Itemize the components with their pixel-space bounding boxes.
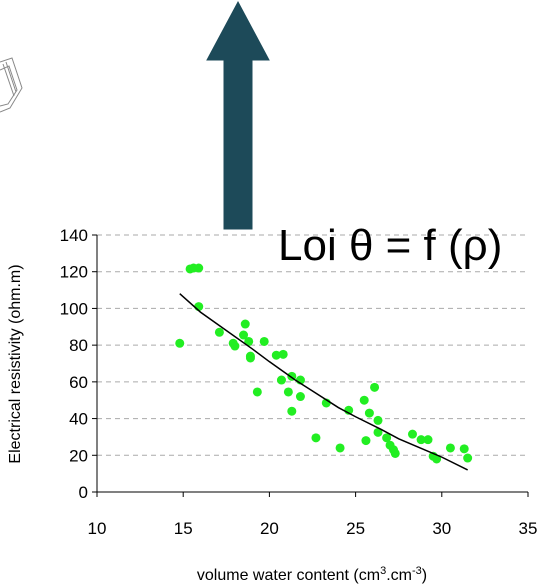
plot-area: 0 20 40 60 80 100 120 140 10 15 20 25 30 35 [60, 226, 538, 538]
data-point [416, 435, 426, 445]
data-point [359, 395, 369, 405]
y-tick-label: 20 [69, 446, 88, 465]
data-point [373, 427, 383, 437]
data-point [240, 319, 250, 329]
x-axis-label-part: -3 [412, 565, 422, 577]
x-axis-label-part: 3 [380, 565, 386, 577]
data-point [271, 350, 281, 360]
data-point [361, 436, 371, 446]
data-point [463, 453, 473, 463]
data-point [278, 349, 288, 359]
x-axis-label: volume water content (cm3.cm-3) [197, 565, 427, 584]
data-point [252, 387, 262, 397]
data-point [423, 435, 433, 445]
annotation: Loi θ = f (ρ) [278, 221, 502, 270]
data-point [370, 382, 380, 392]
data-point [407, 429, 417, 439]
data-point [276, 375, 286, 385]
y-tick-label: 80 [69, 336, 88, 355]
x-tick-label: 30 [432, 519, 451, 538]
y-tick-label: 0 [79, 483, 88, 502]
x-tick-label: 25 [346, 519, 365, 538]
data-point [194, 263, 204, 273]
data-point [335, 443, 345, 453]
data-point [390, 448, 400, 458]
x-axis-label-part: volume water content (cm [197, 567, 380, 584]
data-point [445, 443, 455, 453]
x-tick-label: 10 [88, 519, 107, 538]
x-tick-label: 20 [260, 519, 279, 538]
data-point [175, 338, 185, 348]
data-point [214, 327, 224, 337]
data-point [373, 415, 383, 425]
trend-line [179, 293, 468, 471]
data-point [295, 392, 305, 402]
data-point [283, 387, 293, 397]
y-axis-label: Electrical resistivity (ohm.m) [7, 264, 24, 463]
y-tick-label: 100 [60, 299, 88, 318]
y-tick-label: 140 [60, 226, 88, 245]
data-point [244, 336, 254, 346]
data-point [311, 433, 321, 443]
arrow [206, 0, 270, 230]
data-point [245, 353, 255, 363]
x-axis-label-part: ) [422, 567, 427, 584]
x-tick-label: 15 [174, 519, 193, 538]
x-tick-label: 35 [519, 519, 538, 538]
data-point [459, 444, 469, 454]
x-axis-label-part: .cm [386, 567, 412, 584]
y-tick-label: 40 [69, 410, 88, 429]
data-point [230, 341, 240, 351]
y-tick-label: 60 [69, 373, 88, 392]
data-point [432, 454, 442, 464]
sketch-fragment [0, 57, 23, 113]
data-point [239, 330, 249, 340]
data-point [259, 336, 269, 346]
data-point [287, 406, 297, 416]
data-point [364, 408, 374, 418]
data-point [382, 433, 392, 443]
y-tick-label: 120 [60, 263, 88, 282]
